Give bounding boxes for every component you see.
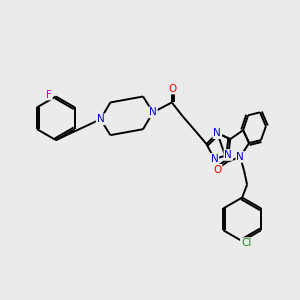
Text: N: N — [149, 107, 157, 117]
Text: N: N — [214, 128, 221, 138]
Text: O: O — [169, 84, 177, 94]
Text: N: N — [214, 128, 221, 138]
Text: N: N — [236, 152, 244, 162]
Text: Cl: Cl — [241, 238, 251, 248]
Text: N: N — [224, 150, 232, 160]
Text: N: N — [211, 154, 218, 164]
Text: N: N — [97, 114, 104, 124]
Text: F: F — [46, 89, 52, 100]
Text: O: O — [213, 165, 221, 175]
